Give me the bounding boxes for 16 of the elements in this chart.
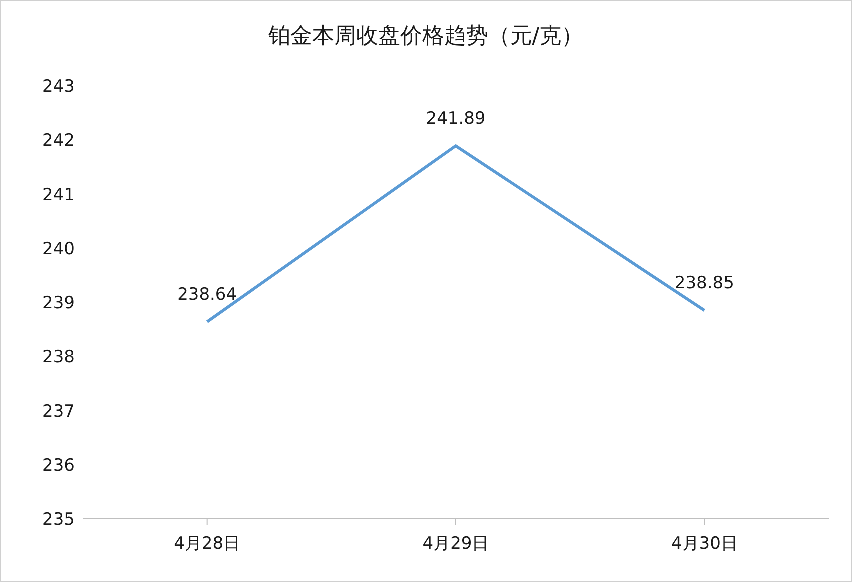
x-tick-label: 4月28日 bbox=[174, 534, 241, 554]
x-tick-label: 4月29日 bbox=[422, 534, 490, 554]
y-tick-label: 235 bbox=[42, 510, 75, 530]
y-tick-label: 238 bbox=[42, 348, 75, 368]
chart-title: 铂金本周收盘价格趋势（元/克） bbox=[267, 23, 585, 51]
y-tick-label: 241 bbox=[42, 185, 75, 206]
y-tick-label: 243 bbox=[42, 77, 75, 98]
data-label: 241.89 bbox=[426, 109, 486, 130]
y-tick-label: 236 bbox=[42, 456, 75, 476]
y-tick-label: 239 bbox=[42, 294, 75, 314]
y-tick-label: 242 bbox=[42, 131, 75, 152]
data-label: 238.64 bbox=[178, 284, 238, 305]
y-tick-label: 237 bbox=[42, 402, 75, 422]
data-label: 238.85 bbox=[674, 274, 734, 294]
x-tick-label: 4月30日 bbox=[671, 534, 738, 554]
y-tick-label: 240 bbox=[42, 239, 75, 260]
